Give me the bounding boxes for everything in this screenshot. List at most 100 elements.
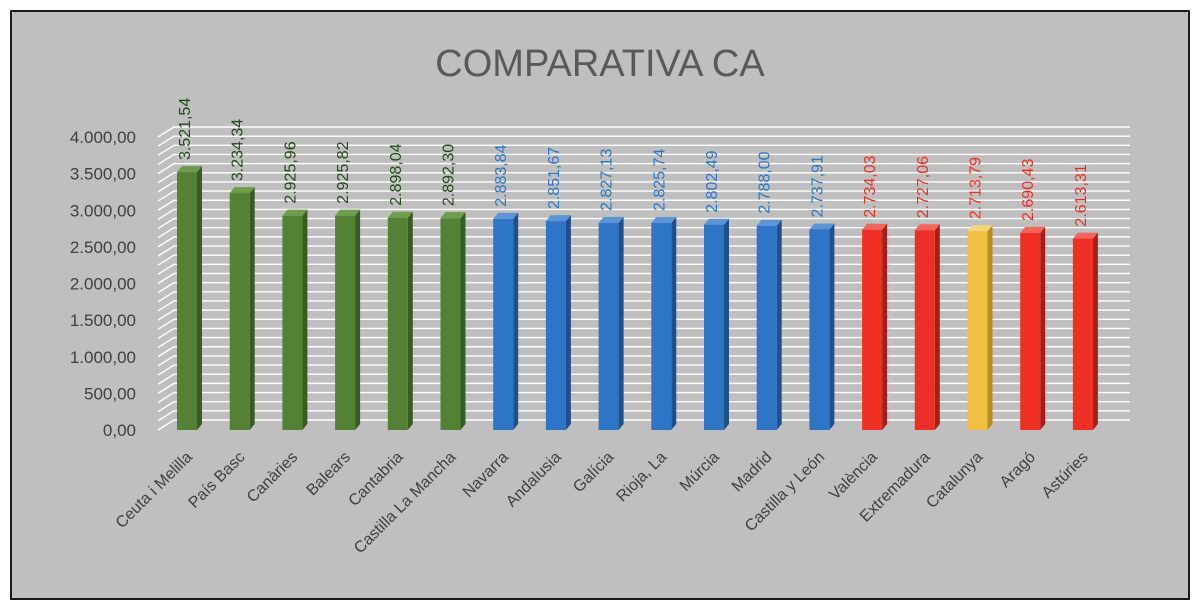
bar-front: [704, 224, 724, 430]
y-tick-label: 500,00: [84, 384, 136, 403]
bar-side: [197, 166, 202, 431]
bar: [177, 166, 202, 431]
data-label: 2.825,74: [651, 149, 668, 211]
data-label: 2.737,91: [809, 155, 826, 217]
gridline: [157, 172, 1130, 184]
bar-top: [229, 187, 255, 194]
bars: [177, 166, 1098, 431]
gridline: [157, 126, 1130, 138]
bar-front: [229, 193, 250, 430]
bar: [598, 216, 624, 430]
bar-side: [934, 224, 940, 430]
data-label: 2.727,06: [915, 156, 932, 218]
bar-front: [440, 218, 461, 430]
bar: [1020, 226, 1046, 430]
gridline: [157, 144, 1130, 156]
bar-side: [671, 217, 677, 430]
bar-front: [809, 229, 830, 430]
bar-side: [618, 216, 624, 430]
bar-side: [249, 187, 255, 430]
x-tick-label: Navarra: [460, 449, 512, 501]
data-label: 2.892,30: [441, 144, 458, 206]
y-tick-label: 1.000,00: [70, 348, 136, 367]
gridline: [157, 181, 1130, 193]
x-tick-label: Ceuta i Melilla: [113, 449, 196, 532]
x-tick-label: Astúries: [1039, 449, 1092, 502]
bar-side: [1092, 232, 1098, 430]
y-tick-label: 0,00: [103, 421, 136, 440]
bar-side: [302, 209, 308, 430]
bar-side: [829, 223, 835, 430]
gridline: [157, 153, 1130, 166]
data-label: 3.521,54: [177, 98, 194, 160]
bar: [756, 219, 782, 430]
gridline: [157, 162, 1130, 175]
bar-front: [335, 215, 356, 430]
bar-front: [967, 231, 988, 430]
bar-top: [704, 218, 729, 225]
bar-top: [493, 212, 519, 219]
bar-chart: COMPARATIVA CA 0,00 500,00 1.000,00 1.500,0…: [70, 43, 1130, 557]
chart-frame: COMPARATIVA CA 0,00 500,00 1.000,00 1.500,0…: [10, 10, 1190, 600]
data-label: 2.925,96: [282, 141, 299, 203]
y-tick-label: 3.500,00: [70, 165, 136, 184]
bar-top: [387, 211, 413, 218]
gridline: [157, 217, 1130, 230]
bar: [914, 224, 940, 430]
bar-top: [440, 212, 466, 219]
bar-side: [987, 225, 993, 430]
bar-side: [565, 215, 571, 430]
bar-front: [598, 222, 619, 430]
x-tick-label: Castilla La Mancha: [351, 449, 459, 557]
bar-front: [756, 225, 777, 430]
bar-top: [177, 166, 202, 173]
y-tick-label: 2.000,00: [70, 275, 136, 294]
bar-top: [651, 217, 677, 224]
data-labels: 3.521,54 3.234,34 2.925,96 2.925,82 2.898,04…: [177, 98, 1090, 227]
bar-front: [1072, 238, 1093, 430]
bar-side: [882, 223, 888, 430]
gridline: [157, 208, 1130, 220]
y-axis-ticks: 0,00 500,00 1.000,00 1.500,00 2.000,00 2.500,…: [70, 128, 136, 440]
bar-side: [513, 212, 519, 430]
bar: [387, 211, 413, 430]
bar-front: [493, 218, 514, 430]
bar-front: [177, 172, 197, 431]
bar-side: [776, 219, 782, 430]
data-label: 3.234,34: [230, 119, 247, 181]
gridline: [157, 190, 1130, 202]
bar-front: [862, 229, 883, 430]
bar-top: [335, 209, 361, 216]
x-tick-label: Múrcia: [677, 449, 723, 495]
data-label: 2.713,79: [968, 157, 985, 219]
bar-top: [967, 225, 993, 232]
bar-top: [545, 215, 571, 222]
bar-side: [460, 212, 466, 430]
y-tick-label: 1.500,00: [70, 311, 136, 330]
bar: [1072, 232, 1098, 430]
x-tick-label: Catalunya: [923, 449, 986, 512]
x-tick-label: País Basc: [186, 449, 249, 512]
bar-top: [862, 223, 888, 230]
x-tick-label: València: [826, 449, 881, 504]
data-label: 2.613,31: [1073, 164, 1090, 226]
x-tick-label: Madrid: [729, 449, 776, 496]
bar-front: [651, 223, 672, 430]
bar: [229, 187, 255, 430]
y-tick-label: 2.500,00: [70, 238, 136, 257]
data-label: 2.802,49: [704, 150, 721, 212]
bar-front: [545, 221, 566, 430]
data-label: 2.827,13: [599, 149, 616, 211]
bar-side: [407, 211, 413, 430]
x-tick-label: Balears: [304, 449, 354, 499]
bar-top: [598, 216, 624, 223]
bar-front: [914, 230, 935, 430]
data-label: 2.851,67: [546, 147, 563, 209]
bar-side: [355, 209, 361, 430]
bar-front: [387, 217, 408, 430]
bar-top: [1020, 226, 1046, 233]
bar: [282, 209, 308, 430]
x-tick-label: Andalusia: [503, 449, 565, 511]
x-tick-label: Galícia: [570, 449, 617, 496]
